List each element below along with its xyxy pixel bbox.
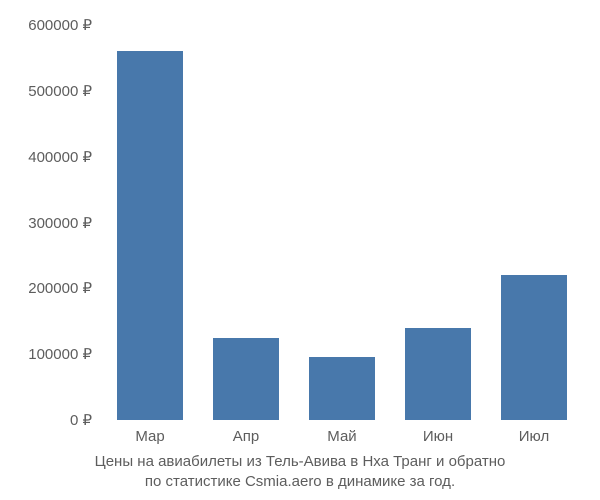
y-axis-tick-label: 500000 ₽ [28,82,92,100]
bar [117,51,182,420]
x-axis-tick-label: Апр [233,428,259,445]
y-axis-tick-label: 300000 ₽ [28,214,92,232]
y-axis-tick-label: 100000 ₽ [28,345,92,363]
caption-line-2: по статистике Csmia.aero в динамике за г… [145,473,455,490]
bar [405,328,470,420]
x-axis-tick-label: Май [327,428,356,445]
chart-caption: Цены на авиабилеты из Тель-Авива в Нха Т… [0,452,600,493]
x-axis-tick-label: Июл [519,428,549,445]
bar [213,338,278,420]
chart-plot-area [102,25,582,420]
x-axis-tick-label: Июн [423,428,453,445]
y-axis-tick-label: 0 ₽ [70,411,92,429]
y-axis-tick-label: 400000 ₽ [28,148,92,166]
bar [309,357,374,420]
x-axis-tick-label: Мар [135,428,164,445]
y-axis-tick-label: 200000 ₽ [28,279,92,297]
bar [501,275,566,420]
caption-line-1: Цены на авиабилеты из Тель-Авива в Нха Т… [95,453,506,470]
y-axis-tick-label: 600000 ₽ [28,16,92,34]
